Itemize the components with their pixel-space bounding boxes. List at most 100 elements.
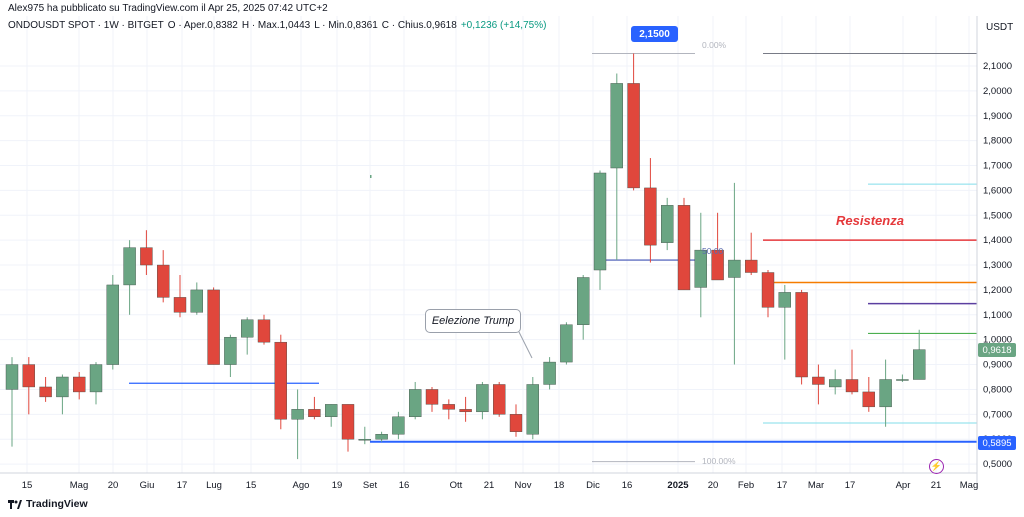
candle-body: [341, 404, 355, 440]
candle-body: [442, 404, 455, 410]
trump-election-note[interactable]: Eelezione Trump: [425, 309, 521, 333]
candle-body: [325, 404, 338, 418]
candle-body: [896, 379, 909, 381]
price-tick-label: 1,5000: [983, 210, 1012, 221]
candle-body: [106, 284, 120, 365]
candle-body: [661, 205, 674, 243]
time-tick-label: 16: [622, 480, 633, 491]
price-tick-label: 1,8000: [983, 136, 1012, 147]
candle-body: [728, 259, 741, 278]
candle-body: [543, 361, 556, 385]
price-tick-label: 1,9000: [983, 111, 1012, 122]
price-axis[interactable]: 2,1000 2,0000 1,9000 1,8000 1,7000 1,6000 1,50…: [983, 61, 1012, 470]
time-tick-label: Mag: [960, 480, 978, 491]
candle-body: [745, 259, 758, 273]
time-tick-label: Set: [363, 480, 378, 491]
candle-body: [526, 384, 539, 435]
lightning-icon[interactable]: ⚡: [929, 459, 944, 474]
candle-body: [358, 439, 371, 441]
horizontal-levels: [129, 53, 977, 463]
candle-body: [156, 264, 170, 298]
candle-body: [627, 83, 640, 189]
price-tick-label: 1,2000: [983, 285, 1012, 296]
candle-body: [22, 364, 35, 388]
price-tick-label: 1,7000: [983, 161, 1012, 172]
tradingview-logo[interactable]: TradingView: [8, 498, 88, 510]
current-price-tag: 0,9618: [978, 343, 1016, 357]
candle-body: [694, 249, 707, 288]
symbol-name[interactable]: ONDOUSDT SPOT · 1W · BITGET: [8, 20, 164, 31]
candle-body: [845, 379, 859, 393]
time-tick-label: 2025: [667, 480, 689, 491]
time-tick-label: Nov: [515, 480, 532, 491]
price-tick-label: 2,0000: [983, 86, 1012, 97]
candle-body: [224, 336, 237, 365]
time-tick-label: 17: [177, 480, 188, 491]
candle-body: [190, 289, 204, 313]
time-tick-label: 21: [931, 480, 942, 491]
low-value: L · Min.0,8361: [314, 20, 378, 31]
candle-body: [610, 83, 623, 169]
time-axis[interactable]: 15 Mag 20 Giu 17 Lug 15 Ago 19 Set 16 Ott 21 Nov 18 Dic…: [22, 480, 979, 491]
time-tick-label: Feb: [738, 480, 754, 491]
price-tick-label: 1,3000: [983, 260, 1012, 271]
candle-body: [778, 292, 791, 308]
candle-body: [913, 349, 926, 380]
time-tick-label: 17: [777, 480, 788, 491]
change-value: +0,1236 (+14,75%): [460, 20, 547, 31]
fib-bottom-label: 100.00%: [702, 456, 736, 466]
candle-body: [56, 376, 69, 398]
time-tick-label: Ott: [450, 480, 463, 491]
price-tick-label: 1,1000: [983, 310, 1012, 321]
tradingview-brand: TradingView: [26, 498, 88, 510]
fib-top-label: 0.00%: [702, 40, 727, 50]
candle-body: [392, 416, 405, 435]
candle-series: [5, 53, 926, 460]
candle-body: [493, 384, 506, 415]
candle-body: [39, 386, 52, 398]
candle-body: [862, 391, 875, 408]
candle-body: [459, 409, 472, 413]
price-tick-label: 1,4000: [983, 235, 1012, 246]
candle-body: [274, 341, 287, 420]
published-by-line: Alex975 ha pubblicato su TradingView.com…: [8, 3, 328, 14]
candle-body: [761, 272, 775, 308]
candle-body: [72, 376, 86, 393]
time-tick-label: 18: [554, 480, 565, 491]
time-tick-label: Ago: [293, 480, 310, 491]
price-tick-label: 1,6000: [983, 185, 1012, 196]
candle-body: [812, 376, 825, 385]
candle-body: [711, 249, 724, 281]
open-value: O · Aper.0,8382: [167, 20, 238, 31]
annotation-pointer: [518, 331, 533, 359]
time-tick-label: Lug: [206, 480, 222, 491]
price-tick-label: 0,9000: [983, 360, 1012, 371]
resistance-label[interactable]: Resistenza: [836, 213, 904, 228]
candle-body: [879, 379, 892, 408]
support-price-tag: 0,5895: [978, 436, 1016, 450]
candle-body: [560, 324, 573, 363]
time-tick-label: Dic: [586, 480, 600, 491]
candle-body: [476, 384, 489, 413]
candle-body: [207, 289, 220, 365]
candle-body: [795, 292, 808, 378]
close-value: C · Chius.0,9618: [381, 20, 457, 31]
time-tick-label: Mag: [70, 480, 88, 491]
candle-body: [173, 297, 187, 313]
high-price-badge: 2,1500: [631, 26, 678, 42]
price-tick-label: 0,5000: [983, 459, 1012, 470]
high-value: H · Max.1,0443: [241, 20, 311, 31]
candle-body: [308, 409, 321, 418]
candle-body: [5, 364, 19, 390]
price-tick-label: 0,7000: [983, 409, 1012, 420]
candle-body: [375, 434, 388, 440]
time-tick-label: 19: [332, 480, 343, 491]
candle-body: [577, 277, 590, 325]
candle-body: [291, 409, 304, 420]
candle-body: [829, 379, 842, 388]
price-tick-label: 0,8000: [983, 384, 1012, 395]
candle-body: [409, 389, 422, 418]
fib-mid-label: 50.00: [702, 246, 724, 256]
currency-label: USDT: [986, 22, 1014, 33]
